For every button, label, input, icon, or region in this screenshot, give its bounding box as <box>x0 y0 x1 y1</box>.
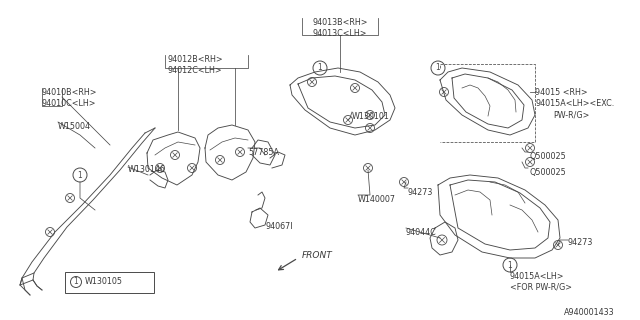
Text: 94067I: 94067I <box>265 222 292 231</box>
Text: 1: 1 <box>74 277 78 286</box>
Text: 94015 <RH>: 94015 <RH> <box>535 88 588 97</box>
Text: <FOR PW-R/G>: <FOR PW-R/G> <box>510 283 572 292</box>
Text: 1: 1 <box>317 63 323 73</box>
Text: 94273: 94273 <box>568 238 593 247</box>
Text: 94015A<LH><EXC.: 94015A<LH><EXC. <box>535 99 614 108</box>
Text: W15004: W15004 <box>58 122 91 131</box>
Text: 94044C: 94044C <box>406 228 436 237</box>
Text: 94273: 94273 <box>408 188 433 197</box>
Text: 94013C<LH>: 94013C<LH> <box>313 29 367 38</box>
Text: 94012C<LH>: 94012C<LH> <box>168 66 222 75</box>
Text: W140007: W140007 <box>358 195 396 204</box>
Text: 1: 1 <box>436 63 440 73</box>
Text: 94010C<LH>: 94010C<LH> <box>42 99 97 108</box>
Text: 94012B<RH>: 94012B<RH> <box>167 55 223 64</box>
Text: 1: 1 <box>77 171 83 180</box>
Text: Q500025: Q500025 <box>530 168 567 177</box>
Text: W130101: W130101 <box>352 112 390 121</box>
Text: A940001433: A940001433 <box>564 308 615 317</box>
Text: 94015A<LH>: 94015A<LH> <box>510 272 564 281</box>
Text: W130146: W130146 <box>128 165 166 174</box>
FancyBboxPatch shape <box>65 271 154 292</box>
Text: 94013B<RH>: 94013B<RH> <box>312 18 368 27</box>
Text: 1: 1 <box>508 260 513 269</box>
Text: 57785A: 57785A <box>248 148 279 157</box>
Text: PW-R/G>: PW-R/G> <box>553 110 589 119</box>
Text: W130105: W130105 <box>85 277 123 286</box>
Text: FRONT: FRONT <box>302 251 333 260</box>
Text: 94010B<RH>: 94010B<RH> <box>42 88 97 97</box>
Text: Q500025: Q500025 <box>530 152 567 161</box>
